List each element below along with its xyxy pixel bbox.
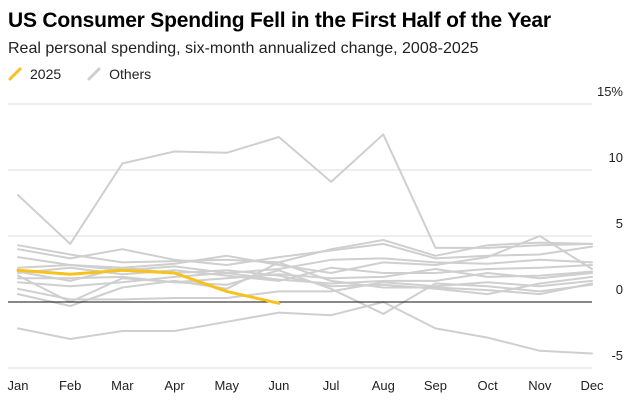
x-tick-label-aug: Aug (372, 378, 395, 393)
series-line-other-3 (17, 239, 593, 264)
x-tick-label-dec: Dec (580, 378, 604, 393)
chart-series-others (17, 133, 593, 355)
x-tick-label-may: May (214, 378, 239, 393)
series-line-other-13 (17, 269, 593, 315)
legend-swatch-others (87, 67, 101, 81)
series-line-other-8 (17, 268, 593, 284)
legend-swatch-2025 (8, 67, 22, 81)
x-tick-label-jan: Jan (8, 378, 29, 393)
chart-subtitle: Real personal spending, six-month annual… (8, 40, 479, 57)
x-tick-label-jul: Jul (323, 378, 340, 393)
y-tick-label-0: 0 (616, 282, 623, 297)
legend-item-others: Others (87, 66, 151, 82)
legend-label-2025: 2025 (30, 66, 62, 82)
legend-swatch-others-line (87, 67, 101, 81)
series-line-other-1 (17, 133, 593, 249)
series-line-2025 (16, 268, 281, 305)
x-tick-label-sep: Sep (424, 378, 447, 393)
series-line-other-4 (17, 242, 593, 266)
y-tick-label-neg5: -5 (611, 348, 623, 363)
legend-label-others: Others (109, 66, 152, 82)
y-tick-label-15: 15% (597, 84, 623, 99)
chart-legend: 2025 Others (8, 65, 177, 83)
y-tick-label-10: 10 (609, 150, 623, 165)
legend-item-2025: 2025 (8, 66, 61, 82)
chart-title: US Consumer Spending Fell in the First H… (8, 9, 551, 32)
series-line-other-2 (17, 301, 593, 355)
legend-swatch-2025-line (8, 67, 22, 81)
series-line-other-10 (17, 279, 593, 301)
x-tick-label-jun: Jun (268, 378, 289, 393)
series-line-other-7 (17, 264, 593, 282)
series-line-other-5 (17, 235, 593, 274)
chart-gridlines (8, 103, 592, 369)
y-tick-label-5: 5 (616, 216, 623, 231)
x-tick-label-oct: Oct (478, 378, 499, 393)
x-tick-label-mar: Mar (111, 378, 134, 393)
chart-x-axis: Jan Feb Mar Apr May Jun Jul Aug Sep Oct Nov Dec (8, 378, 605, 393)
x-tick-label-nov: Nov (528, 378, 552, 393)
x-tick-label-apr: Apr (164, 378, 185, 393)
chart-y-axis: -5 0 5 10 15% (597, 84, 623, 363)
chart-series-2025 (16, 268, 281, 305)
x-tick-label-feb: Feb (59, 378, 81, 393)
series-line-other-11 (17, 261, 593, 307)
